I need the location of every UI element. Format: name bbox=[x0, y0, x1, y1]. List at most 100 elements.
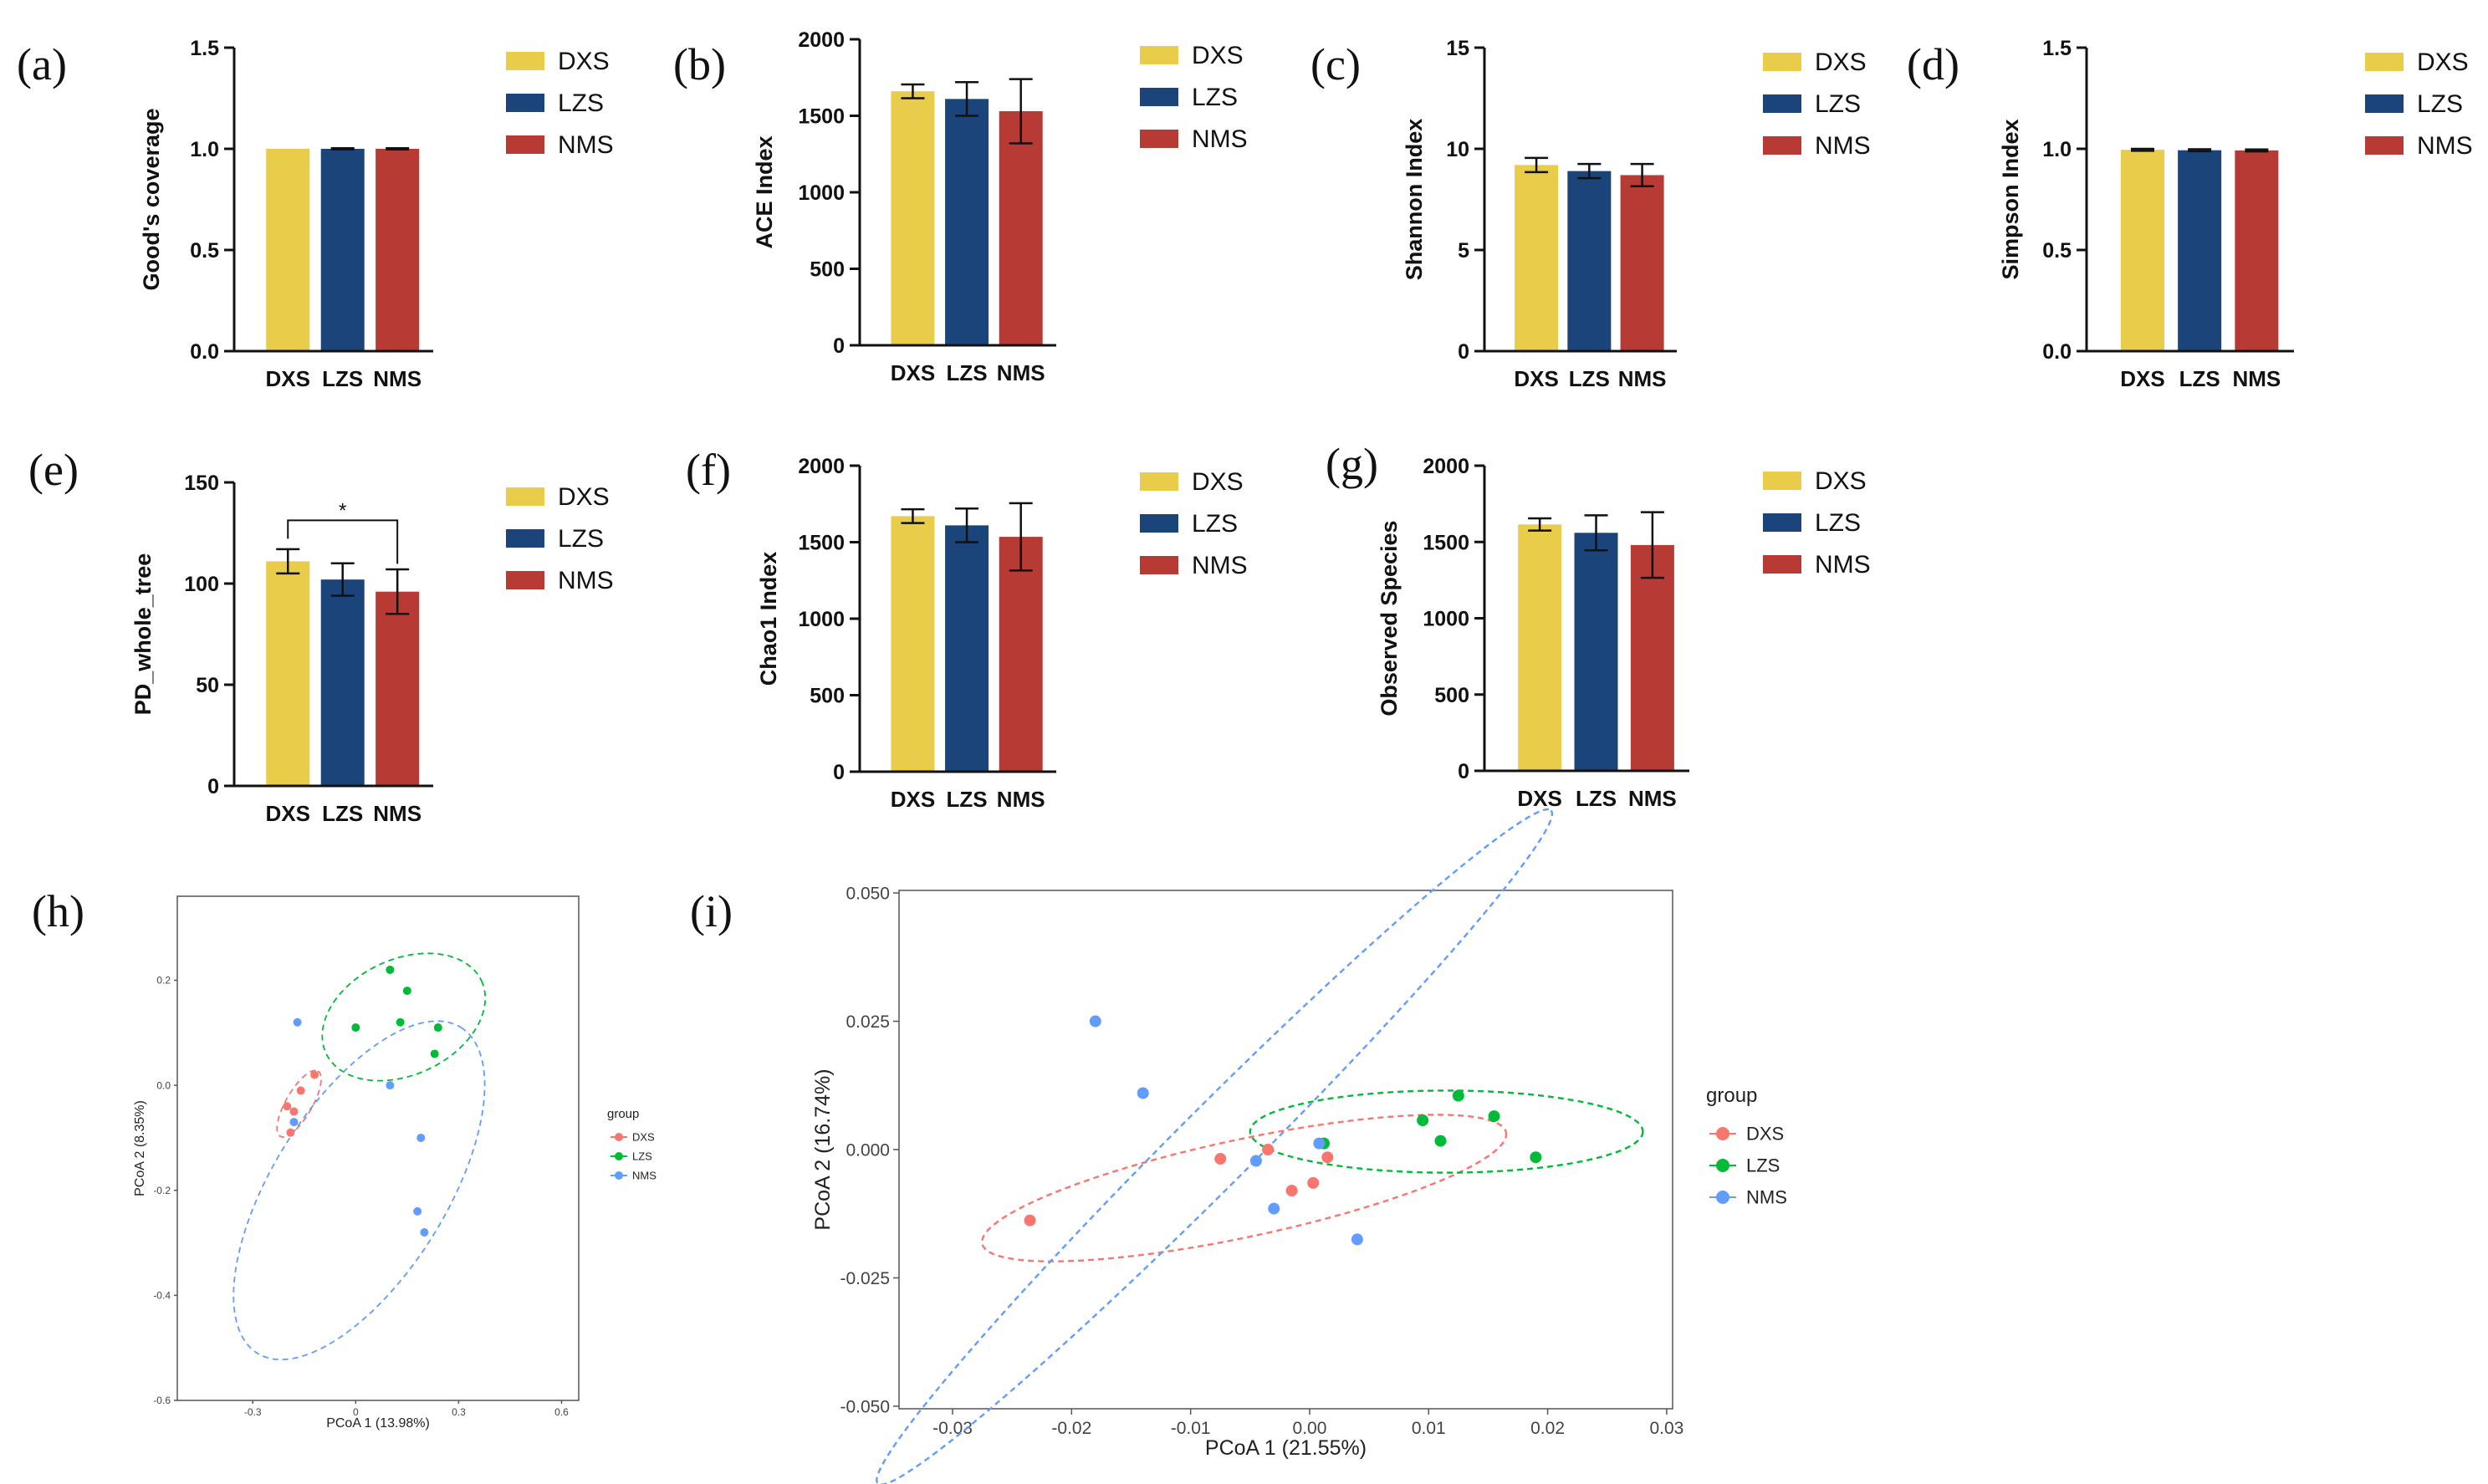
point-LZS bbox=[1488, 1110, 1500, 1123]
legend-label-LZS: LZS bbox=[558, 525, 604, 553]
y-tick-label: 1500 bbox=[798, 532, 845, 555]
y-tick-label: 1000 bbox=[798, 608, 845, 631]
plot-frame bbox=[898, 890, 1673, 1410]
confidence-ellipse-LZS bbox=[321, 952, 487, 1082]
y-axis-label: PCoA 2 (16.74%) bbox=[811, 1068, 835, 1230]
x-tick-label: -0.01 bbox=[1171, 1419, 1211, 1438]
legend-swatch-NMS bbox=[506, 571, 544, 589]
legend-swatch-DXS bbox=[1140, 472, 1178, 491]
legend-swatch-LZS bbox=[1140, 88, 1178, 106]
point-DXS bbox=[1262, 1144, 1275, 1155]
legend-label-NMS: NMS bbox=[632, 1170, 656, 1182]
y-axis-label: Observed Species bbox=[1377, 520, 1402, 716]
bar-NMS bbox=[2235, 150, 2279, 351]
point-NMS bbox=[420, 1228, 429, 1237]
y-tick-label: 0.2 bbox=[156, 975, 171, 987]
point-NMS bbox=[416, 1133, 426, 1142]
point-LZS bbox=[402, 987, 411, 996]
y-tick-label: 1000 bbox=[798, 181, 845, 205]
x-tick-label: DXS bbox=[891, 787, 935, 812]
panel-label: (f) bbox=[686, 445, 731, 495]
point-NMS bbox=[289, 1118, 299, 1127]
point-LZS bbox=[433, 1023, 442, 1033]
point-DXS bbox=[1285, 1185, 1298, 1197]
point-NMS bbox=[1089, 1015, 1101, 1028]
legend-swatch-LZS bbox=[2365, 94, 2404, 113]
y-axis-label: ACE Index bbox=[752, 135, 777, 248]
x-tick-label: NMS bbox=[373, 801, 421, 826]
legend-swatch-NMS bbox=[2365, 136, 2404, 155]
point-NMS bbox=[293, 1017, 302, 1027]
legend-label-NMS: NMS bbox=[2417, 132, 2473, 160]
point-DXS bbox=[310, 1070, 319, 1079]
legend-label-LZS: LZS bbox=[1815, 90, 1861, 118]
legend-label-NMS: NMS bbox=[558, 131, 614, 159]
x-tick-label: 0.00 bbox=[1293, 1419, 1327, 1438]
x-tick-label: 0.02 bbox=[1530, 1419, 1565, 1438]
legend-label-LZS: LZS bbox=[1815, 509, 1861, 537]
y-tick-label: 0.0 bbox=[2042, 340, 2072, 364]
y-tick-label: 0.025 bbox=[846, 1012, 890, 1032]
legend-label-LZS: LZS bbox=[1192, 84, 1238, 111]
bar-NMS bbox=[1620, 175, 1664, 351]
legend-label-NMS: NMS bbox=[558, 567, 614, 594]
y-tick-label: 10 bbox=[1446, 138, 1469, 161]
legend-swatch-NMS bbox=[506, 135, 544, 154]
x-tick-label: DXS bbox=[2120, 366, 2164, 391]
y-tick-label: 0.050 bbox=[846, 884, 890, 903]
x-axis-label: PCoA 1 (13.98%) bbox=[326, 1416, 430, 1430]
y-tick-label: 1000 bbox=[1423, 608, 1469, 631]
legend-title: group bbox=[607, 1107, 639, 1121]
x-tick-label: NMS bbox=[1618, 366, 1667, 391]
y-tick-label: -0.050 bbox=[840, 1397, 890, 1416]
x-tick-label: 0.3 bbox=[452, 1406, 466, 1418]
x-tick-label: NMS bbox=[2232, 366, 2281, 391]
y-tick-label: 2000 bbox=[798, 455, 845, 478]
panel-b: (b) DXS LZS NMS 0 500 1000 1500 2000 ACE Index DXS… bbox=[673, 28, 1248, 385]
point-DXS bbox=[1214, 1153, 1227, 1165]
bar-LZS bbox=[1574, 533, 1618, 771]
legend-label-LZS: LZS bbox=[1746, 1155, 1780, 1176]
x-tick-label: NMS bbox=[997, 360, 1045, 385]
x-tick-label: NMS bbox=[1628, 786, 1677, 811]
point-NMS bbox=[1351, 1233, 1363, 1246]
point-DXS bbox=[283, 1102, 292, 1111]
point-LZS bbox=[1417, 1114, 1429, 1127]
legend-swatch-LZS bbox=[1140, 514, 1178, 533]
y-tick-label: -0.025 bbox=[840, 1269, 890, 1288]
point-DXS bbox=[1321, 1151, 1334, 1164]
panel-a: (a) DXS LZS NMS 0.0 0.5 1.0 1.5 Good's coverage D… bbox=[17, 37, 614, 391]
bar-DXS bbox=[891, 91, 935, 345]
x-tick-label: LZS bbox=[322, 801, 363, 826]
bar-DXS bbox=[266, 149, 310, 351]
x-tick-label: LZS bbox=[947, 787, 988, 812]
x-tick-label: LZS bbox=[1569, 366, 1610, 391]
point-DXS bbox=[289, 1107, 299, 1116]
y-tick-label: 0 bbox=[833, 334, 845, 358]
y-tick-label: -0.2 bbox=[153, 1185, 171, 1196]
significance-bracket bbox=[287, 519, 399, 564]
legend-swatch-DXS bbox=[1763, 472, 1801, 490]
legend-swatch-LZS bbox=[506, 94, 544, 112]
legend-swatch-NMS bbox=[1140, 556, 1178, 574]
legend-label-NMS: NMS bbox=[1815, 132, 1871, 160]
x-tick-label: LZS bbox=[322, 366, 363, 391]
legend-swatch-DXS bbox=[1140, 46, 1178, 64]
y-tick-label: 500 bbox=[810, 258, 845, 282]
point-LZS bbox=[351, 1023, 360, 1033]
bar-LZS bbox=[320, 579, 365, 786]
bar-LZS bbox=[945, 525, 989, 772]
bar-DXS bbox=[266, 561, 310, 786]
legend-label-DXS: DXS bbox=[632, 1131, 655, 1144]
y-axis-label: Chao1 Index bbox=[756, 552, 781, 686]
point-NMS bbox=[1268, 1202, 1280, 1215]
point-LZS bbox=[1452, 1089, 1464, 1102]
bar-DXS bbox=[1515, 165, 1559, 351]
bar-NMS bbox=[375, 591, 420, 786]
legend-swatch-DXS bbox=[2365, 53, 2404, 71]
y-tick-label: 150 bbox=[184, 472, 219, 495]
point-LZS bbox=[430, 1049, 439, 1058]
panel-g: (g) DXS LZS NMS 0 500 1000 1500 2000 Observed Spe… bbox=[1326, 439, 1871, 811]
x-tick-label: 0.01 bbox=[1412, 1419, 1446, 1438]
y-axis-label: PCoA 2 (8.35%) bbox=[133, 1100, 147, 1196]
